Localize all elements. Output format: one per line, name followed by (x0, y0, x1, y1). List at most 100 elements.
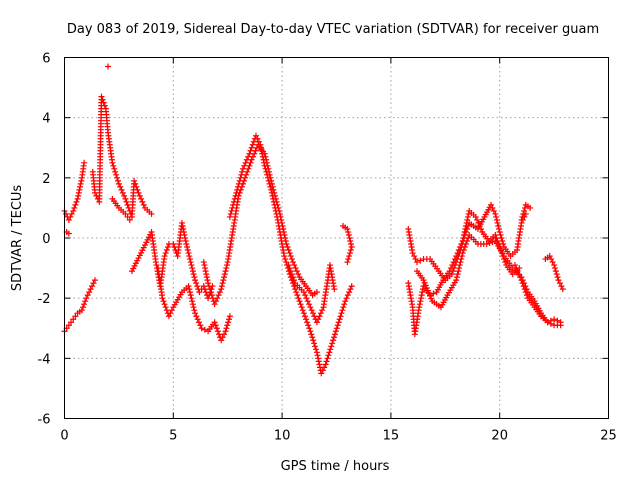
data-point (551, 316, 558, 323)
data-point (207, 289, 214, 296)
data-point (315, 358, 322, 365)
data-point (185, 283, 192, 290)
data-point (201, 262, 208, 269)
data-point (99, 96, 106, 103)
data-point (455, 268, 462, 275)
data-point (133, 183, 140, 190)
data-point (223, 265, 230, 272)
data-point (460, 247, 467, 254)
data-point (139, 198, 146, 205)
data-point (326, 349, 333, 356)
data-point (81, 301, 88, 308)
data-point (304, 298, 311, 305)
series-6 (128, 219, 216, 302)
data-point (329, 340, 336, 347)
grid-lines (64, 57, 609, 419)
data-point (135, 189, 142, 196)
data-point (458, 256, 465, 263)
data-point (260, 156, 267, 163)
data-point (237, 174, 244, 181)
data-point (522, 289, 529, 296)
data-point (286, 250, 293, 257)
data-point (549, 259, 556, 266)
data-point (82, 298, 89, 305)
data-point (228, 207, 235, 214)
data-point (269, 192, 276, 199)
data-point (202, 268, 209, 275)
data-point (424, 287, 431, 294)
series-16 (518, 201, 534, 223)
data-point (515, 271, 522, 278)
data-point (457, 259, 464, 266)
data-point (138, 249, 145, 256)
data-point (462, 241, 469, 248)
data-point (224, 322, 231, 329)
data-point (546, 253, 553, 260)
data-point (67, 213, 74, 220)
data-point (319, 367, 326, 374)
data-point (136, 252, 143, 259)
data-point (109, 159, 116, 166)
data-point (464, 238, 471, 245)
data-point (306, 325, 313, 332)
data-point (305, 322, 312, 329)
data-point (136, 192, 143, 199)
data-point (547, 317, 554, 324)
data-point (257, 141, 264, 148)
data-point (518, 277, 525, 284)
data-point (221, 271, 228, 278)
data-point (160, 298, 167, 305)
data-point (304, 319, 311, 326)
data-point (221, 331, 228, 338)
data-point (334, 322, 341, 329)
data-point (495, 222, 502, 229)
data-point (62, 210, 69, 217)
data-point (331, 286, 338, 293)
data-point (189, 298, 196, 305)
data-point (521, 204, 528, 211)
data-point (130, 265, 137, 272)
data-point (268, 186, 275, 193)
data-point (322, 361, 329, 368)
data-point (291, 277, 298, 284)
data-point (200, 283, 207, 290)
data-point (83, 295, 90, 302)
data-point (72, 313, 79, 320)
data-point (77, 183, 84, 190)
data-point (476, 222, 483, 229)
data-point (148, 210, 155, 217)
data-point (293, 289, 300, 296)
data-point (310, 337, 317, 344)
data-point (165, 313, 172, 320)
data-point (521, 207, 528, 214)
data-point (168, 307, 175, 314)
data-point (300, 310, 307, 317)
data-point (425, 290, 432, 297)
data-point (520, 210, 527, 217)
data-point (447, 265, 454, 272)
data-point (302, 292, 309, 299)
data-point (347, 247, 354, 254)
data-point (559, 286, 566, 293)
data-point (340, 304, 347, 311)
data-point (339, 307, 346, 314)
data-point (487, 201, 494, 208)
data-point (114, 174, 121, 181)
data-point (492, 210, 499, 217)
data-point (215, 292, 222, 299)
data-point (292, 265, 299, 272)
data-point (81, 159, 88, 166)
data-point (246, 162, 253, 169)
data-point (79, 304, 86, 311)
data-point (187, 292, 194, 299)
data-point (309, 334, 316, 341)
data-point (188, 295, 195, 302)
series-9 (226, 132, 355, 377)
data-point (557, 319, 564, 326)
data-point (222, 328, 229, 335)
data-point (213, 325, 220, 332)
data-point (101, 102, 108, 109)
data-point (493, 235, 500, 241)
data-point (140, 201, 147, 208)
data-point (243, 156, 250, 163)
